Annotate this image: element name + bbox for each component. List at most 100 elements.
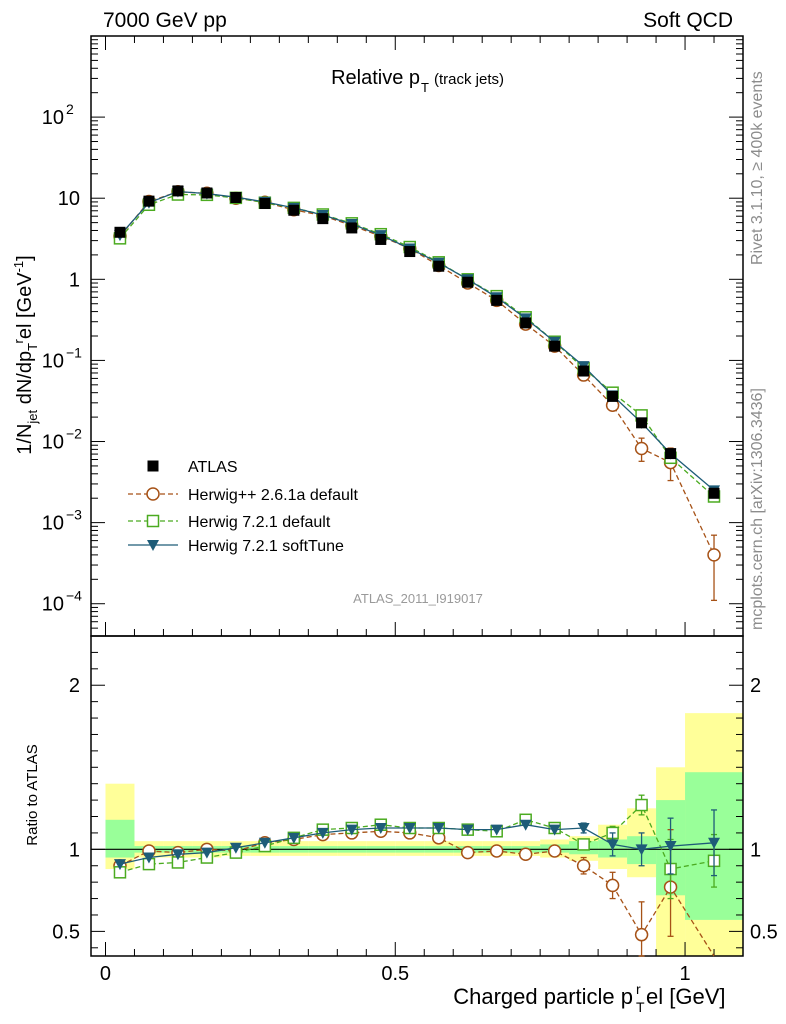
x-axis-label-suffix: el [GeV] [646, 984, 725, 1009]
ratio-point-herwigpp [547, 844, 562, 858]
data-point-atlas [317, 213, 329, 225]
x-tick-label: 1 [679, 963, 690, 985]
data-point-atlas [433, 260, 445, 272]
legend-label-herwig721: Herwig 7.2.1 default [188, 514, 331, 531]
x-tick-label: 0 [100, 963, 111, 985]
ratio-y-tick-label-right: 2 [750, 675, 761, 697]
y-tick-label: 10 [42, 432, 64, 454]
ratio-point-softtune [142, 852, 155, 864]
data-point-atlas [259, 198, 271, 210]
main-title-suffix: (track jets) [434, 71, 504, 88]
ratio-point-softtune [374, 823, 387, 834]
ratio-point-herwig721 [577, 838, 590, 851]
y-tick-label: 10 [58, 188, 80, 210]
legend-marker-herwig721 [146, 514, 160, 528]
y-tick-label: 10 [42, 107, 64, 129]
x-axis-label-subscript: T [636, 999, 645, 1015]
analysis-id: ATLAS_2011_I919017 [353, 591, 483, 606]
ratio-series-softtune [113, 809, 721, 877]
ratio-point-softtune [708, 837, 721, 849]
data-point-atlas [288, 204, 300, 216]
stat-band [105, 819, 135, 858]
ratio-point-softtune [113, 859, 126, 871]
ratio-point-herwigpp [460, 845, 475, 860]
x-axis-label: Charged particle p [453, 984, 633, 1009]
data-point-atlas [346, 222, 358, 234]
ratio-y-tick-label-right: 1 [750, 839, 761, 861]
main-y-label: 1/Njet dN/dpTrel [GeV-1] [11, 255, 40, 454]
data-point-atlas [462, 276, 474, 288]
ratio-point-softtune [519, 819, 532, 831]
data-point-atlas [143, 195, 155, 207]
data-point-atlas [607, 390, 619, 402]
ratio-point-softtune [432, 823, 445, 834]
x-tick-label: 0.5 [381, 963, 409, 985]
ratio-axis-ticks: 0.5 0.5 1 1 2 2 0 0.5 1 [52, 651, 778, 985]
ratio-point-softtune [229, 842, 242, 854]
ratio-y-label: Ratio to ATLAS [24, 744, 41, 845]
legend-marker-softtune [147, 540, 159, 551]
data-point-atlas [636, 417, 648, 429]
ratio-line-herwigpp [119, 830, 715, 957]
series-line-herwig721 [119, 193, 715, 497]
ratio-uncertainty-bands [91, 713, 743, 956]
ratio-point-herwigpp [518, 847, 533, 862]
ratio-point-herwigpp [489, 844, 504, 858]
y-tick-label: 10 [42, 594, 64, 616]
ratio-point-softtune [461, 824, 474, 836]
header-right: Soft QCD [643, 9, 733, 32]
y-tick-label: 10 [42, 513, 64, 535]
ratio-panel-frame [90, 635, 744, 957]
ratio-point-softtune [606, 839, 619, 851]
ratio-point-herwigpp [634, 927, 649, 942]
side-label-rivet: Rivet 3.1.10, ≥ 400k events [749, 71, 766, 265]
side-label-source: mcplots.cern.ch [arXiv:1306.3436] [749, 388, 766, 630]
series-herwig721 [113, 188, 721, 503]
legend: ATLAS Herwig++ 2.6.1a default Herwig 7.2.1… [128, 459, 358, 555]
data-point-atlas [404, 246, 416, 258]
ratio-point-softtune [171, 849, 184, 861]
series-atlas [114, 185, 720, 499]
y-tick-label-exponent: −4 [66, 588, 82, 604]
series-softtune [113, 186, 721, 497]
ratio-point-softtune [635, 844, 648, 856]
data-point-atlas [578, 365, 590, 377]
y-tick-label: 10 [42, 350, 64, 372]
ratio-point-softtune [548, 824, 561, 836]
legend-label-softtune: Herwig 7.2.1 softTune [188, 538, 344, 555]
ratio-y-tick-label: 0.5 [52, 921, 80, 943]
legend-label-herwigpp: Herwig++ 2.6.1a default [188, 487, 358, 504]
svg-text:1/Njet dN/dpTrel [GeV-1]: 1/Njet dN/dpTrel [GeV-1] [11, 255, 40, 454]
legend-label-atlas: ATLAS [188, 459, 238, 476]
data-point-atlas [520, 317, 532, 329]
data-point-atlas [549, 340, 561, 352]
main-title-subscript: T [421, 80, 429, 95]
y-tick-label-exponent: −2 [66, 426, 82, 442]
main-title: Relative p [331, 67, 420, 89]
ratio-y-tick-label-right: 0.5 [750, 921, 778, 943]
ratio-panel: 0.5 0.5 1 1 2 2 0 0.5 1 Ratio to ATLAS Charged p… [24, 635, 778, 1015]
y-tick-label-exponent: −1 [66, 344, 82, 360]
ratio-point-softtune [345, 824, 358, 836]
data-point-atlas [172, 185, 184, 197]
ratio-point-herwigpp [605, 878, 620, 893]
data-point-atlas [114, 226, 126, 238]
ratio-y-tick-label: 2 [69, 675, 80, 697]
legend-marker-atlas [147, 460, 159, 472]
main-series [113, 185, 721, 602]
ratio-point-softtune [577, 823, 590, 834]
y-tick-label-exponent: −3 [66, 507, 82, 523]
series-line-softtune [119, 190, 715, 491]
y-tick-label: 1 [69, 269, 80, 291]
ratio-y-tick-label: 1 [69, 839, 80, 861]
ratio-series [113, 794, 721, 957]
ratio-point-softtune [403, 823, 416, 834]
data-point-herwigpp [707, 548, 721, 562]
legend-marker-herwigpp [146, 487, 160, 501]
ratio-point-herwig721 [635, 798, 648, 812]
ratio-line-herwig721 [119, 803, 715, 873]
ratio-point-softtune [316, 827, 329, 839]
